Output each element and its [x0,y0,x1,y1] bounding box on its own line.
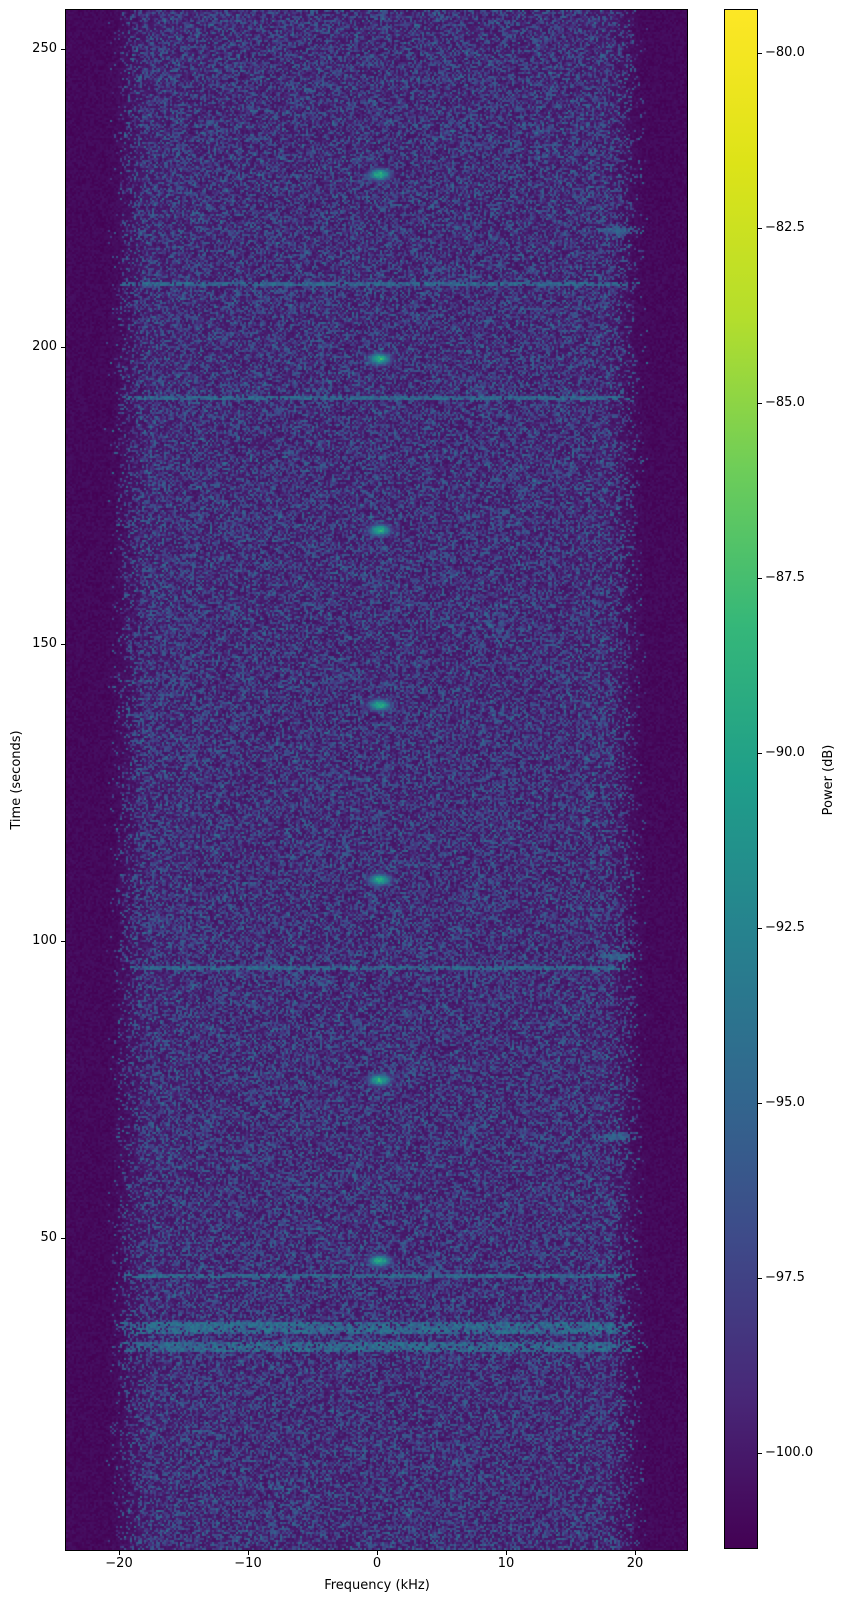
colorbar-label: Power (dB) [821,744,836,816]
colorbar-tick-mark [758,753,762,754]
colorbar-tick-label: −80.0 [765,45,805,60]
colorbar-tick-mark [758,928,762,929]
colorbar-tick-mark [758,403,762,404]
colorbar-tick-mark [758,53,762,54]
colorbar-tick-mark [758,228,762,229]
colorbar-tick-label: −82.5 [765,220,805,235]
x-tick-mark [248,1551,249,1555]
colorbar-tick-label: −100.0 [765,1445,814,1460]
spectrogram-canvas [66,10,687,1550]
colorbar-tick-mark [758,1103,762,1104]
x-tick-mark [377,1551,378,1555]
colorbar-tick-label: −95.0 [765,1095,805,1110]
colorbar-tick-mark [758,1278,762,1279]
x-tick-label: −10 [234,1556,262,1571]
colorbar-tick-label: −97.5 [765,1270,805,1285]
x-tick-label: −20 [105,1556,133,1571]
colorbar-tick-mark [758,578,762,579]
colorbar-tick-label: −92.5 [765,920,805,935]
x-tick-label: 10 [497,1556,515,1571]
x-tick-label: 0 [372,1556,382,1571]
y-tick-label: 200 [32,339,57,354]
y-tick-label: 50 [40,1230,57,1245]
y-axis-label: Time (seconds) [9,730,24,830]
y-tick-mark [61,941,65,942]
y-tick-label: 100 [32,933,57,948]
x-tick-mark [635,1551,636,1555]
x-tick-mark [506,1551,507,1555]
colorbar-tick-label: −87.5 [765,570,805,585]
x-axis-label: Frequency (kHz) [324,1578,430,1593]
y-tick-mark [61,644,65,645]
colorbar-tick-label: −90.0 [765,745,805,760]
y-tick-mark [61,49,65,50]
colorbar-tick-mark [758,1453,762,1454]
x-tick-label: 20 [626,1556,644,1571]
colorbar [725,10,757,1548]
colorbar-tick-label: −85.0 [765,395,805,410]
y-tick-mark [61,1238,65,1239]
y-tick-mark [61,347,65,348]
y-tick-label: 150 [32,636,57,651]
x-tick-mark [119,1551,120,1555]
y-tick-label: 250 [32,41,57,56]
